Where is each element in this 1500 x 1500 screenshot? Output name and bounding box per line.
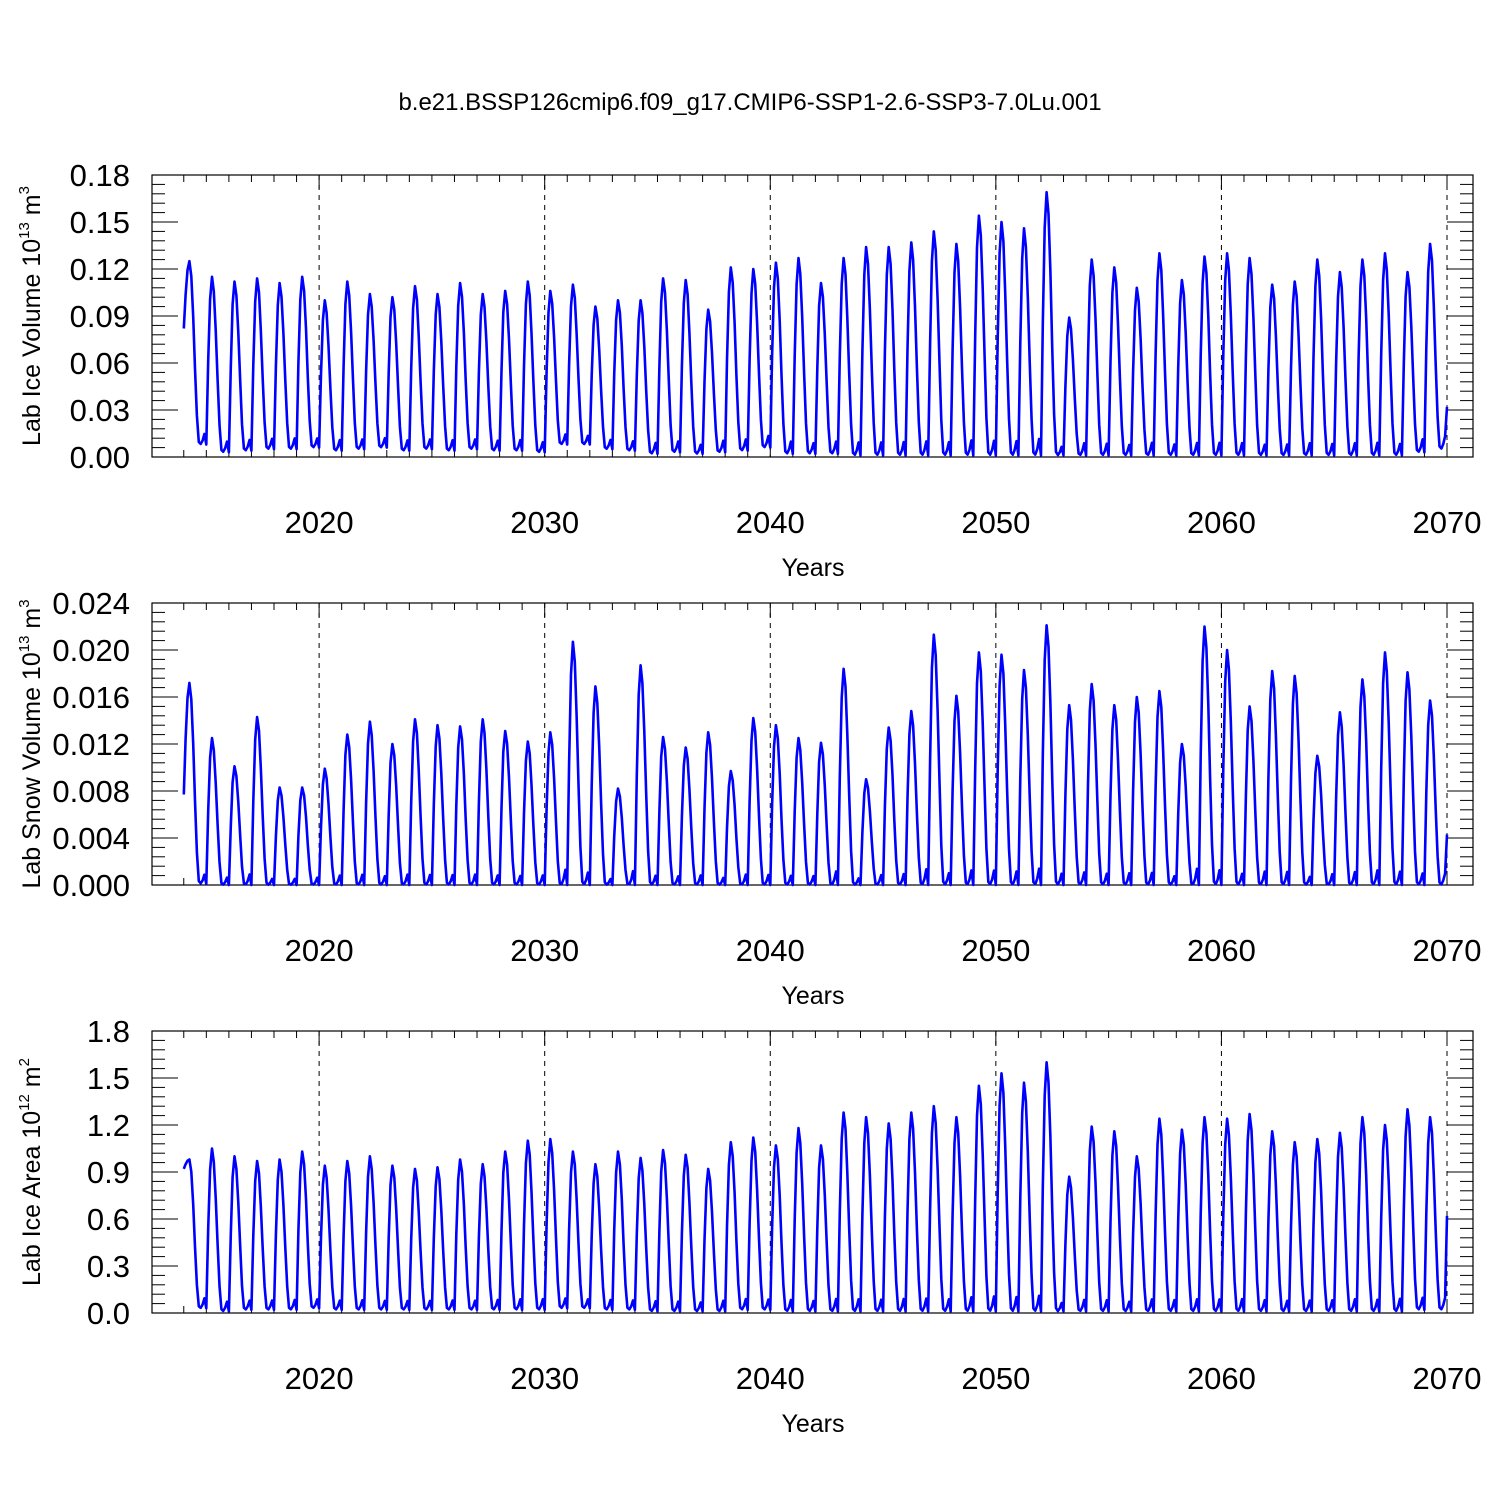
x-tick-label: 2060 [1187,1361,1256,1396]
y-tick-label: 0.09 [70,299,130,334]
x-tick-label: 2030 [510,933,579,968]
y-tick-label: 0.016 [52,680,130,715]
y-tick-label: 1.2 [87,1108,130,1143]
y-axis-label: Lab Ice Volume 1013 m3 [16,186,46,446]
x-tick-label: 2050 [961,1361,1030,1396]
x-tick-label: 2060 [1187,505,1256,540]
y-tick-label: 0.00 [70,440,130,475]
y-axis-label-main: Lab Snow Volume 10 [18,652,46,888]
y-tick-label: 0.004 [52,821,130,856]
y-axis-label-exp: 13 [16,636,33,653]
x-axis-label: Years [781,1410,844,1438]
y-tick-label: 0.18 [70,158,130,193]
y-tick-label: 0.6 [87,1202,130,1237]
y-axis-label-unit: m [18,1066,46,1094]
y-axis-label-unit: m [18,608,46,636]
x-tick-label: 2020 [285,933,354,968]
y-axis-label-exp: 13 [16,222,33,239]
y-tick-label: 0.03 [70,393,130,428]
y-axis-label-unit-exp: 2 [16,1058,33,1066]
y-tick-label: 0.15 [70,205,130,240]
x-axis-label: Years [781,554,844,582]
x-tick-label: 2050 [961,505,1030,540]
y-tick-label: 0.024 [52,586,130,621]
x-tick-label: 2050 [961,933,1030,968]
x-tick-label: 2030 [510,505,579,540]
y-tick-label: 0.06 [70,346,130,381]
y-axis-label-unit-exp: 3 [16,599,33,607]
x-axis-label: Years [781,982,844,1010]
figure-title: b.e21.BSSP126cmip6.f09_g17.CMIP6-SSP1-2.… [398,89,1101,116]
series-line-lab-snow-volume [182,624,1449,887]
y-tick-label: 0.12 [70,252,130,287]
y-axis-label-main: Lab Ice Volume 10 [18,239,46,446]
x-tick-label: 2020 [285,1361,354,1396]
x-tick-label: 2040 [736,1361,805,1396]
x-tick-label: 2060 [1187,933,1256,968]
x-tick-label: 2030 [510,1361,579,1396]
x-tick-label: 2070 [1413,933,1482,968]
panel-ice-area: 2020 2030 2040 2050 2060 2070 Years 0.0 0.3 0.6 0.… [16,1014,1481,1438]
y-tick-label: 0.0 [87,1296,130,1331]
panel-snow-volume: 2020 2030 2040 2050 2060 2070 Years 0.000 0.004 0… [16,586,1481,1010]
y-tick-label: 1.5 [87,1061,130,1096]
y-tick-label: 0.3 [87,1249,130,1284]
panel-ice-volume: 2020 2030 2040 2050 2060 2070 Years 0.00 0.03 0.0… [16,158,1481,582]
series-line-lab-ice-area [182,1061,1449,1313]
y-tick-label: 0.012 [52,727,130,762]
plot-frame [151,602,1474,886]
y-axis-label-unit: m [18,194,46,222]
y-tick-label: 0.9 [87,1155,130,1190]
x-tick-label: 2070 [1413,1361,1482,1396]
y-tick-label: 0.020 [52,633,130,668]
x-tick-label: 2070 [1413,505,1482,540]
y-axis-label: Lab Ice Area 1012 m2 [16,1058,46,1286]
y-tick-label: 0.008 [52,774,130,809]
y-tick-label: 1.8 [87,1014,130,1049]
y-axis-label-unit-exp: 3 [16,186,33,194]
x-tick-label: 2040 [736,505,805,540]
y-axis-label: Lab Snow Volume 1013 m3 [16,599,46,888]
series-line-lab-ice-volume [182,190,1449,457]
y-axis-label-main: Lab Ice Area 10 [18,1111,46,1286]
x-tick-label: 2020 [285,505,354,540]
y-axis-label-exp: 12 [16,1094,33,1111]
y-tick-label: 0.000 [52,868,130,903]
x-tick-label: 2040 [736,933,805,968]
